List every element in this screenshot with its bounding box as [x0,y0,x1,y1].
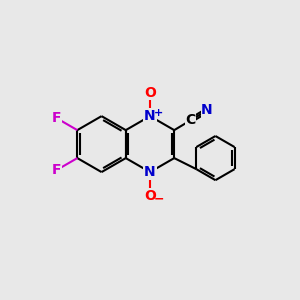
Text: +: + [154,108,163,118]
Text: F: F [52,111,62,125]
Text: N: N [201,103,213,117]
Text: O: O [144,189,156,202]
Text: O: O [144,85,156,100]
Text: F: F [52,163,62,177]
Text: N: N [144,109,156,123]
Text: −: − [154,192,164,205]
Text: C: C [185,113,196,127]
Text: N: N [144,165,156,179]
